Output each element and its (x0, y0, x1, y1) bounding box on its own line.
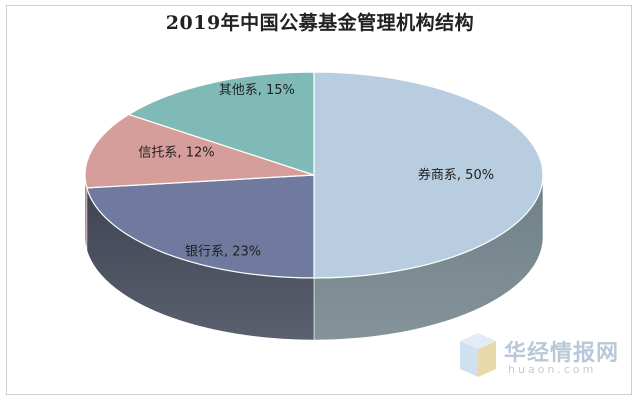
pie-label-bank: 银行系, 23% (185, 245, 261, 260)
watermark: 华经情报网 huaon.com (456, 333, 626, 383)
pie-slice-securities (313, 71, 544, 279)
pie-label-trust: 信托系, 12% (138, 146, 214, 161)
watermark-logo-icon (460, 333, 496, 377)
watermark-brand: 华经情报网 (504, 341, 620, 366)
pie-slice-bank (86, 174, 315, 279)
watermark-url: huaon.com (508, 363, 597, 376)
chart-title: 2019年中国公募基金管理机构结构 (165, 12, 475, 34)
pie-slice-other (127, 71, 315, 176)
pie-slice-trust (84, 113, 315, 189)
pie-label-other: 其他系, 15% (219, 83, 295, 98)
pie-label-securities: 券商系, 50% (418, 167, 494, 183)
